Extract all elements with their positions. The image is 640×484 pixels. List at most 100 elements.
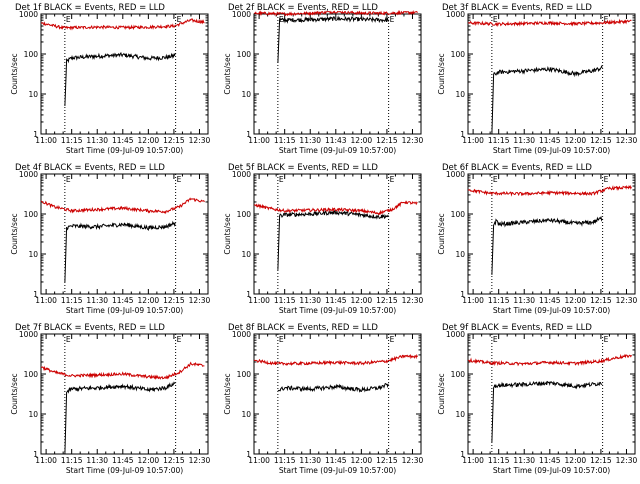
x-tick-label: 11:15 — [61, 136, 83, 145]
events-series-line — [277, 15, 389, 63]
x-tick-label: 11:15 — [488, 136, 510, 145]
y-tick-label: 100 — [24, 50, 39, 59]
x-tick-label: 11:45 — [325, 296, 347, 305]
panel-title: Det 3f BLACK = Events, RED = LLD — [442, 3, 592, 13]
x-tick-label: 12:30 — [402, 456, 424, 465]
y-tick-label: 1000 — [446, 330, 465, 339]
events-series-line — [277, 209, 389, 270]
interval-flag: E — [177, 15, 182, 24]
x-axis-label: Start Time (09-Jul-09 10:57:00) — [493, 146, 610, 155]
events-series-line — [64, 51, 176, 107]
x-tick-label: 11:00 — [462, 296, 484, 305]
events-series-line — [64, 381, 176, 455]
x-tick-label: 11:45 — [112, 136, 134, 145]
y-tick-label: 1 — [33, 450, 38, 459]
x-tick-label: 12:30 — [616, 456, 638, 465]
y-tick-label: 1 — [246, 450, 251, 459]
x-tick-label: 11:15 — [274, 136, 296, 145]
interval-flag: E — [66, 335, 71, 344]
plot-frame — [253, 173, 422, 295]
x-tick-label: 11:45 — [539, 456, 561, 465]
interval-flag: E — [66, 175, 71, 184]
x-tick-label: 12:15 — [590, 456, 612, 465]
y-tick-label: 1 — [460, 450, 465, 459]
y-tick-label: 1 — [33, 130, 38, 139]
detector-panel: Det 7f BLACK = Events, RED = LLD 1 10 100 10… — [10, 323, 211, 475]
plot-frame — [40, 333, 209, 455]
events-series-line — [64, 220, 176, 283]
y-tick-label: 1000 — [19, 330, 38, 339]
events-series-line — [277, 383, 389, 393]
y-axis-label: Counts/sec — [437, 373, 446, 414]
lld-series-line — [254, 10, 418, 17]
y-tick-label: 10 — [28, 90, 38, 99]
x-tick-label: 12:30 — [616, 296, 638, 305]
x-tick-label: 11:30 — [513, 456, 535, 465]
x-tick-label: 11:15 — [61, 296, 83, 305]
y-tick-label: 1000 — [232, 330, 251, 339]
interval-flag: E — [177, 175, 182, 184]
y-tick-label: 10 — [455, 410, 465, 419]
interval-flag: E — [493, 15, 498, 24]
y-tick-label: 100 — [24, 210, 39, 219]
x-tick-label: 12:15 — [590, 296, 612, 305]
x-tick-label: 11:45 — [539, 296, 561, 305]
x-tick-label: 12:00 — [351, 136, 373, 145]
detector-panel: Det 5f BLACK = Events, RED = LLD 1 10 100 10… — [223, 163, 424, 315]
lld-series-line — [468, 18, 632, 27]
x-tick-label: 12:30 — [189, 456, 211, 465]
x-tick-label: 11:45 — [325, 456, 347, 465]
x-axis-label: Start Time (09-Jul-09 10:57:00) — [279, 146, 396, 155]
detector-panel: Det 9f BLACK = Events, RED = LLD 1 10 100 10… — [437, 323, 638, 475]
y-tick-label: 1000 — [446, 10, 465, 19]
x-tick-label: 12:15 — [163, 456, 185, 465]
y-tick-label: 100 — [451, 50, 466, 59]
panel-title: Det 6f BLACK = Events, RED = LLD — [442, 163, 592, 173]
detector-panel: Det 3f BLACK = Events, RED = LLD 1 10 100 10… — [437, 3, 638, 155]
interval-flag: E — [66, 15, 71, 24]
y-axis-label: Counts/sec — [10, 213, 19, 254]
x-tick-label: 12:00 — [351, 296, 373, 305]
x-tick-label: 11:45 — [539, 136, 561, 145]
y-tick-label: 1000 — [19, 170, 38, 179]
x-tick-label: 11:00 — [35, 296, 57, 305]
x-tick-label: 12:15 — [590, 136, 612, 145]
x-tick-label: 12:00 — [565, 136, 587, 145]
plot-frame — [467, 13, 636, 135]
y-axis-label: Counts/sec — [223, 213, 232, 254]
y-tick-label: 1 — [246, 290, 251, 299]
x-tick-label: 11:15 — [274, 456, 296, 465]
x-tick-label: 12:30 — [402, 136, 424, 145]
events-series-line — [491, 380, 603, 443]
plot-frame — [467, 333, 636, 455]
y-axis-label: Counts/sec — [10, 53, 19, 94]
y-tick-label: 10 — [241, 410, 251, 419]
x-tick-label: 12:15 — [163, 296, 185, 305]
y-tick-label: 10 — [28, 250, 38, 259]
detector-panel: Det 2f BLACK = Events, RED = LLD 1 10 100 10… — [223, 3, 424, 155]
interval-flag: E — [390, 15, 395, 24]
x-tick-label: 11:00 — [35, 136, 57, 145]
x-tick-label: 11:30 — [299, 296, 321, 305]
lld-series-line — [253, 353, 418, 367]
panel-title: Det 2f BLACK = Events, RED = LLD — [228, 3, 378, 13]
interval-flag: E — [390, 175, 395, 184]
panel-title: Det 5f BLACK = Events, RED = LLD — [228, 163, 378, 173]
lld-series-line — [253, 200, 418, 216]
x-tick-label: 12:00 — [138, 456, 160, 465]
y-tick-label: 1000 — [232, 170, 251, 179]
y-axis-label: Counts/sec — [437, 53, 446, 94]
y-tick-label: 10 — [241, 250, 251, 259]
x-axis-label: Start Time (09-Jul-09 10:57:00) — [279, 466, 396, 475]
x-axis-label: Start Time (09-Jul-09 10:57:00) — [279, 306, 396, 315]
y-tick-label: 10 — [28, 410, 38, 419]
x-tick-label: 12:15 — [376, 296, 398, 305]
y-tick-label: 1 — [246, 130, 251, 139]
plot-frame — [467, 173, 636, 295]
x-tick-label: 12:00 — [138, 136, 160, 145]
interval-flag: E — [604, 15, 609, 24]
y-tick-label: 1 — [460, 130, 465, 139]
x-tick-label: 12:30 — [189, 296, 211, 305]
